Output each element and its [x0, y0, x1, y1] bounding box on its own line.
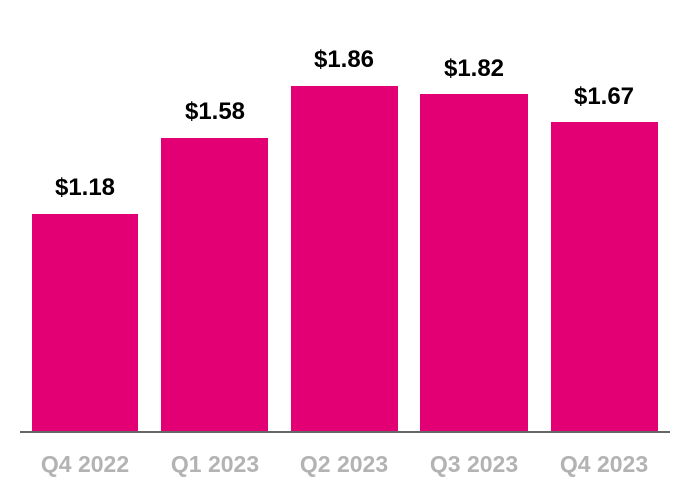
- value-label: $1.18: [54, 174, 116, 201]
- x-axis-line: [20, 431, 670, 433]
- bar-q4-2023: [551, 122, 658, 432]
- value-label: $1.86: [313, 46, 375, 73]
- bar-q3-2023: [420, 94, 528, 432]
- bar-q1-2023: [161, 138, 268, 432]
- x-tick-label: Q4 2023: [559, 451, 649, 477]
- x-tick-label: Q2 2023: [299, 451, 389, 477]
- bar-q4-2022: [32, 214, 138, 432]
- x-tick-label: Q1 2023: [170, 451, 260, 477]
- x-tick-label: Q3 2023: [429, 451, 519, 477]
- bar-q2-2023: [291, 86, 398, 432]
- value-label: $1.82: [443, 55, 505, 82]
- value-label: $1.58: [184, 98, 246, 125]
- value-label: $1.67: [573, 83, 635, 110]
- x-tick-label: Q4 2022: [40, 451, 130, 477]
